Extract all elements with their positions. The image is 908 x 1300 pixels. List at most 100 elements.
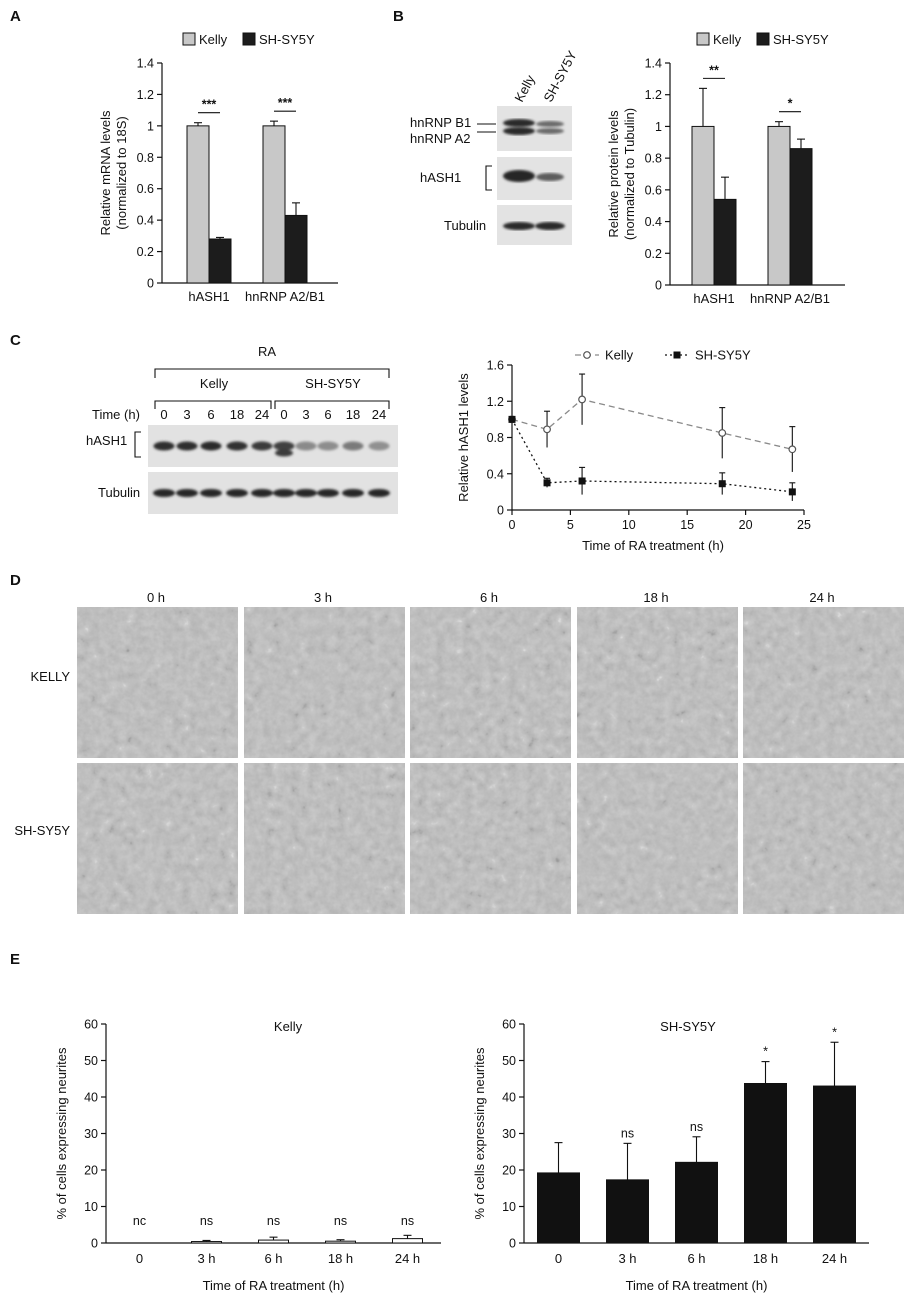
point-shsy5y	[788, 488, 796, 496]
y-tick-label: 50	[502, 1054, 516, 1068]
micro-time-18h: 18 h	[643, 590, 668, 605]
micrograph-kelly-1	[244, 607, 405, 758]
y-tick-label: 0.4	[137, 214, 154, 228]
bar-1	[191, 1241, 222, 1244]
legend-label: SH-SY5Y	[695, 348, 751, 363]
y-axis-label: % of cells expressing neurites	[54, 1047, 69, 1219]
bar-shsy5y-1	[284, 214, 308, 284]
blot-c-band	[200, 489, 222, 497]
x-tick-label: 25	[797, 518, 811, 532]
y-tick-label: 1.2	[137, 88, 154, 102]
significance-mark: *	[788, 97, 793, 111]
panel-label-c: C	[10, 332, 21, 349]
x-category-label: 18 h	[753, 1251, 778, 1266]
legend-label: Kelly	[605, 348, 634, 363]
significance-mark: ns	[267, 1214, 280, 1228]
blot-c-band	[368, 489, 390, 497]
significance-mark: ns	[621, 1126, 634, 1140]
significance-mark: ns	[334, 1214, 347, 1228]
blot-b-band	[503, 222, 535, 230]
blot-c-time-3: 3	[183, 407, 190, 422]
blot-c-band	[368, 441, 390, 451]
micrograph-kelly-3	[577, 607, 738, 758]
y-axis-label: Relative mRNA levels(normalized to 18S)	[98, 110, 129, 235]
x-axis-label: Time of RA treatment (h)	[582, 538, 724, 553]
bar-kelly-0	[691, 125, 715, 286]
point-kelly	[543, 425, 551, 434]
blot-c-time-label: Time (h)	[92, 407, 140, 422]
x-tick-label: 10	[622, 518, 636, 532]
significance-mark: **	[709, 63, 719, 77]
point-shsy5y	[543, 479, 551, 487]
blot-c-time-24: 24	[255, 407, 269, 422]
x-category-label: 0	[136, 1251, 143, 1266]
x-tick-label: 5	[567, 518, 574, 532]
y-tick-label: 0.8	[645, 152, 662, 166]
significance-mark: ns	[401, 1214, 414, 1228]
y-axis-label: % of cells expressing neurites	[472, 1047, 487, 1219]
legend-label: SH-SY5Y	[259, 32, 315, 47]
chart-b: 0 0.2 0.4 0.6 0.8 1 1.2 1.4 Relative protein lev…	[606, 32, 845, 306]
blot-c-band	[273, 441, 295, 451]
blot-c-label-hash1: hASH1	[86, 433, 127, 448]
blot-b-band	[536, 128, 564, 134]
blot-c-band	[295, 441, 317, 451]
blot-c-time-18: 18	[230, 407, 244, 422]
y-tick-label: 0	[509, 1237, 516, 1251]
blot-b-lane-kelly: Kelly	[511, 72, 538, 104]
blot-c-group-shsy5y: SH-SY5Y	[305, 376, 361, 391]
y-tick-label: 0.4	[487, 467, 504, 481]
significance-mark: ns	[690, 1120, 703, 1134]
blot-b-lane-shsy5y: SH-SY5Y	[540, 48, 580, 104]
blot-c-band	[342, 441, 364, 451]
bar-shsy5y-0	[208, 238, 232, 284]
micrograph-shsy5y-2	[410, 763, 571, 914]
x-category-label: hASH1	[693, 291, 734, 306]
x-category-label: 18 h	[328, 1251, 353, 1266]
blot-c-group-kelly: Kelly	[200, 376, 229, 391]
western-blot-b: Kelly SH-SY5Y hnRNP B1 hnRNP A2 hASH1 Tu…	[410, 48, 580, 245]
y-tick-label: 0	[497, 504, 504, 518]
series-line-1	[511, 419, 793, 493]
blot-c-band	[226, 489, 248, 497]
blot-c-band	[273, 489, 295, 497]
legend-label: SH-SY5Y	[773, 32, 829, 47]
bar-shsy5y-1	[789, 148, 813, 286]
legend-marker	[583, 351, 591, 359]
legend-swatch	[696, 32, 710, 46]
significance-mark: *	[763, 1045, 768, 1059]
blot-c-band	[317, 441, 339, 451]
micro-row-shsy5y: SH-SY5Y	[14, 823, 70, 838]
point-shsy5y	[718, 480, 726, 488]
blot-c-time-24b: 24	[372, 407, 386, 422]
blot-c-label-tubulin: Tubulin	[98, 485, 140, 500]
x-category-label: 24 h	[822, 1251, 847, 1266]
blot-b-band	[503, 119, 535, 127]
blot-b-label-tubulin: Tubulin	[444, 218, 486, 233]
y-tick-label: 1	[655, 120, 662, 134]
micro-time-0h: 0 h	[147, 590, 165, 605]
western-blot-c: RA Kelly SH-SY5Y Time (h) 0 3 6 18 24 0 …	[86, 344, 398, 514]
x-axis-label: Time of RA treatment (h)	[203, 1278, 345, 1293]
bar-4	[392, 1238, 423, 1244]
bar-shsy5y-0	[713, 198, 737, 286]
y-tick-label: 0	[655, 279, 662, 293]
significance-mark: ***	[278, 96, 293, 110]
significance-mark: ns	[200, 1214, 213, 1228]
significance-mark: nc	[133, 1214, 146, 1228]
panel-label-e: E	[10, 951, 20, 968]
y-tick-label: 40	[84, 1091, 98, 1105]
series-line-0	[511, 398, 793, 450]
x-category-label: hnRNP A2/B1	[245, 289, 325, 304]
point-kelly	[718, 429, 727, 437]
y-tick-label: 0.6	[645, 183, 662, 197]
y-tick-label: 0	[91, 1237, 98, 1251]
blot-c-treatment: RA	[258, 344, 276, 359]
micrograph-shsy5y-1	[244, 763, 405, 914]
y-tick-label: 60	[502, 1018, 516, 1032]
chart-c: 0 0.4 0.8 1.2 1.6 Relative hASH1 levels 0 5 10 15…	[456, 348, 811, 554]
significance-mark: ***	[202, 98, 217, 112]
bar-2	[675, 1161, 718, 1244]
blot-b-bracket	[485, 165, 492, 191]
